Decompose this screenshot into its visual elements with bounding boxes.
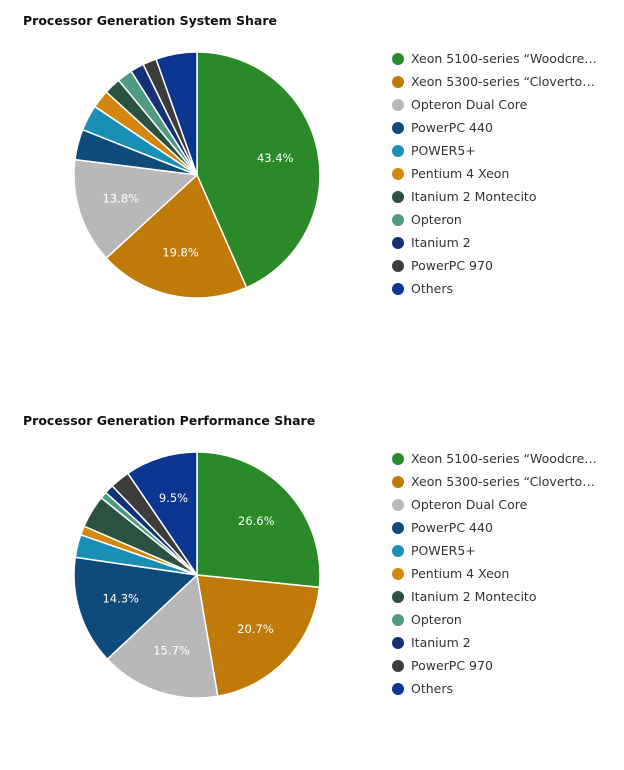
legend-label: PowerPC 970: [411, 658, 493, 673]
legend-label: Others: [411, 281, 454, 296]
legend-swatch-icon: [392, 498, 404, 511]
system-share-panel: Processor Generation System Share 43.4% 1…: [0, 0, 624, 370]
pie-chart: 26.6% 20.7% 15.7% 14.3% 9.5%: [73, 451, 321, 699]
slice-label: 15.7%: [153, 643, 190, 657]
legend-item[interactable]: Pentium 4 Xeon: [392, 162, 614, 185]
legend-swatch-icon: [392, 98, 404, 111]
legend-item[interactable]: Itanium 2: [392, 631, 614, 654]
legend-swatch-icon: [392, 52, 404, 65]
legend: Xeon 5100-series “Woodcrest” Xeon 5300-se…: [392, 447, 614, 700]
legend-label: Xeon 5100-series “Woodcrest”: [411, 51, 601, 66]
legend-swatch-icon: [392, 236, 404, 249]
legend-item[interactable]: Opteron: [392, 608, 614, 631]
legend-label: Xeon 5300-series “Clovertown”: [411, 74, 601, 89]
legend-label: Pentium 4 Xeon: [411, 166, 510, 181]
legend-item[interactable]: Opteron: [392, 208, 614, 231]
legend-swatch-icon: [392, 144, 404, 157]
legend-label: Opteron Dual Core: [411, 97, 528, 112]
legend-swatch-icon: [392, 121, 404, 134]
legend-swatch-icon: [392, 567, 404, 580]
legend-swatch-icon: [392, 636, 404, 649]
legend-label: PowerPC 440: [411, 520, 493, 535]
legend-swatch-icon: [392, 475, 404, 488]
legend-label: Opteron: [411, 612, 462, 627]
legend-swatch-icon: [392, 590, 404, 603]
legend-item[interactable]: Xeon 5300-series “Clovertown”: [392, 70, 614, 93]
legend-swatch-icon: [392, 75, 404, 88]
legend-item[interactable]: PowerPC 440: [392, 516, 614, 539]
legend-label: POWER5+: [411, 143, 476, 158]
legend: Xeon 5100-series “Woodcrest” Xeon 5300-se…: [392, 47, 614, 300]
pie-slice[interactable]: [196, 451, 321, 589]
legend-item[interactable]: POWER5+: [392, 539, 614, 562]
pie-slice[interactable]: [73, 158, 199, 260]
slice-label: 26.6%: [238, 514, 275, 528]
pie-slice[interactable]: [155, 51, 198, 176]
legend-item[interactable]: Others: [392, 677, 614, 700]
legend-item[interactable]: POWER5+: [392, 139, 614, 162]
pie-slice[interactable]: [196, 51, 321, 289]
legend-swatch-icon: [392, 659, 404, 672]
legend-item[interactable]: Opteron Dual Core: [392, 493, 614, 516]
legend-swatch-icon: [392, 613, 404, 626]
slice-label: 19.8%: [162, 246, 199, 260]
pie-slice[interactable]: [106, 573, 219, 699]
legend-item[interactable]: PowerPC 970: [392, 254, 614, 277]
pie-slice[interactable]: [126, 451, 198, 578]
legend-item[interactable]: Itanium 2 Montecito: [392, 585, 614, 608]
legend-label: Opteron: [411, 212, 462, 227]
legend-swatch-icon: [392, 521, 404, 534]
legend-label: Others: [411, 681, 454, 696]
legend-item[interactable]: Opteron Dual Core: [392, 93, 614, 116]
legend-item[interactable]: Itanium 2: [392, 231, 614, 254]
legend-swatch-icon: [392, 282, 404, 295]
pie-chart: 43.4% 19.8% 13.8%: [73, 51, 321, 299]
performance-share-panel: Processor Generation Performance Share 2…: [0, 400, 624, 770]
legend-item[interactable]: Xeon 5100-series “Woodcrest”: [392, 47, 614, 70]
legend-swatch-icon: [392, 682, 404, 695]
legend-label: Itanium 2 Montecito: [411, 189, 537, 204]
legend-swatch-icon: [392, 190, 404, 203]
legend-swatch-icon: [392, 213, 404, 226]
legend-swatch-icon: [392, 452, 404, 465]
legend-label: PowerPC 440: [411, 120, 493, 135]
slice-label: 20.7%: [237, 622, 274, 636]
legend-swatch-icon: [392, 259, 404, 272]
chart-title: Processor Generation Performance Share: [23, 413, 316, 428]
legend-label: PowerPC 970: [411, 258, 493, 273]
legend-item[interactable]: Xeon 5300-series “Clovertown”: [392, 470, 614, 493]
legend-item[interactable]: PowerPC 440: [392, 116, 614, 139]
pie-slice[interactable]: [105, 173, 248, 299]
legend-item[interactable]: PowerPC 970: [392, 654, 614, 677]
slice-label: 9.5%: [159, 491, 188, 505]
legend-swatch-icon: [392, 167, 404, 180]
legend-item[interactable]: Xeon 5100-series “Woodcrest”: [392, 447, 614, 470]
legend-label: Itanium 2 Montecito: [411, 589, 537, 604]
slice-label: 14.3%: [102, 591, 139, 605]
legend-item[interactable]: Others: [392, 277, 614, 300]
legend-item[interactable]: Pentium 4 Xeon: [392, 562, 614, 585]
legend-label: Xeon 5100-series “Woodcrest”: [411, 451, 601, 466]
legend-label: Xeon 5300-series “Clovertown”: [411, 474, 601, 489]
legend-label: Itanium 2: [411, 635, 471, 650]
legend-label: Itanium 2: [411, 235, 471, 250]
pie-slice[interactable]: [196, 574, 321, 698]
legend-label: POWER5+: [411, 543, 476, 558]
legend-label: Pentium 4 Xeon: [411, 566, 510, 581]
legend-swatch-icon: [392, 544, 404, 557]
legend-item[interactable]: Itanium 2 Montecito: [392, 185, 614, 208]
pie-slice[interactable]: [73, 556, 199, 661]
slice-label: 43.4%: [257, 151, 294, 165]
slice-label: 13.8%: [103, 192, 140, 206]
legend-label: Opteron Dual Core: [411, 497, 528, 512]
chart-title: Processor Generation System Share: [23, 13, 277, 28]
